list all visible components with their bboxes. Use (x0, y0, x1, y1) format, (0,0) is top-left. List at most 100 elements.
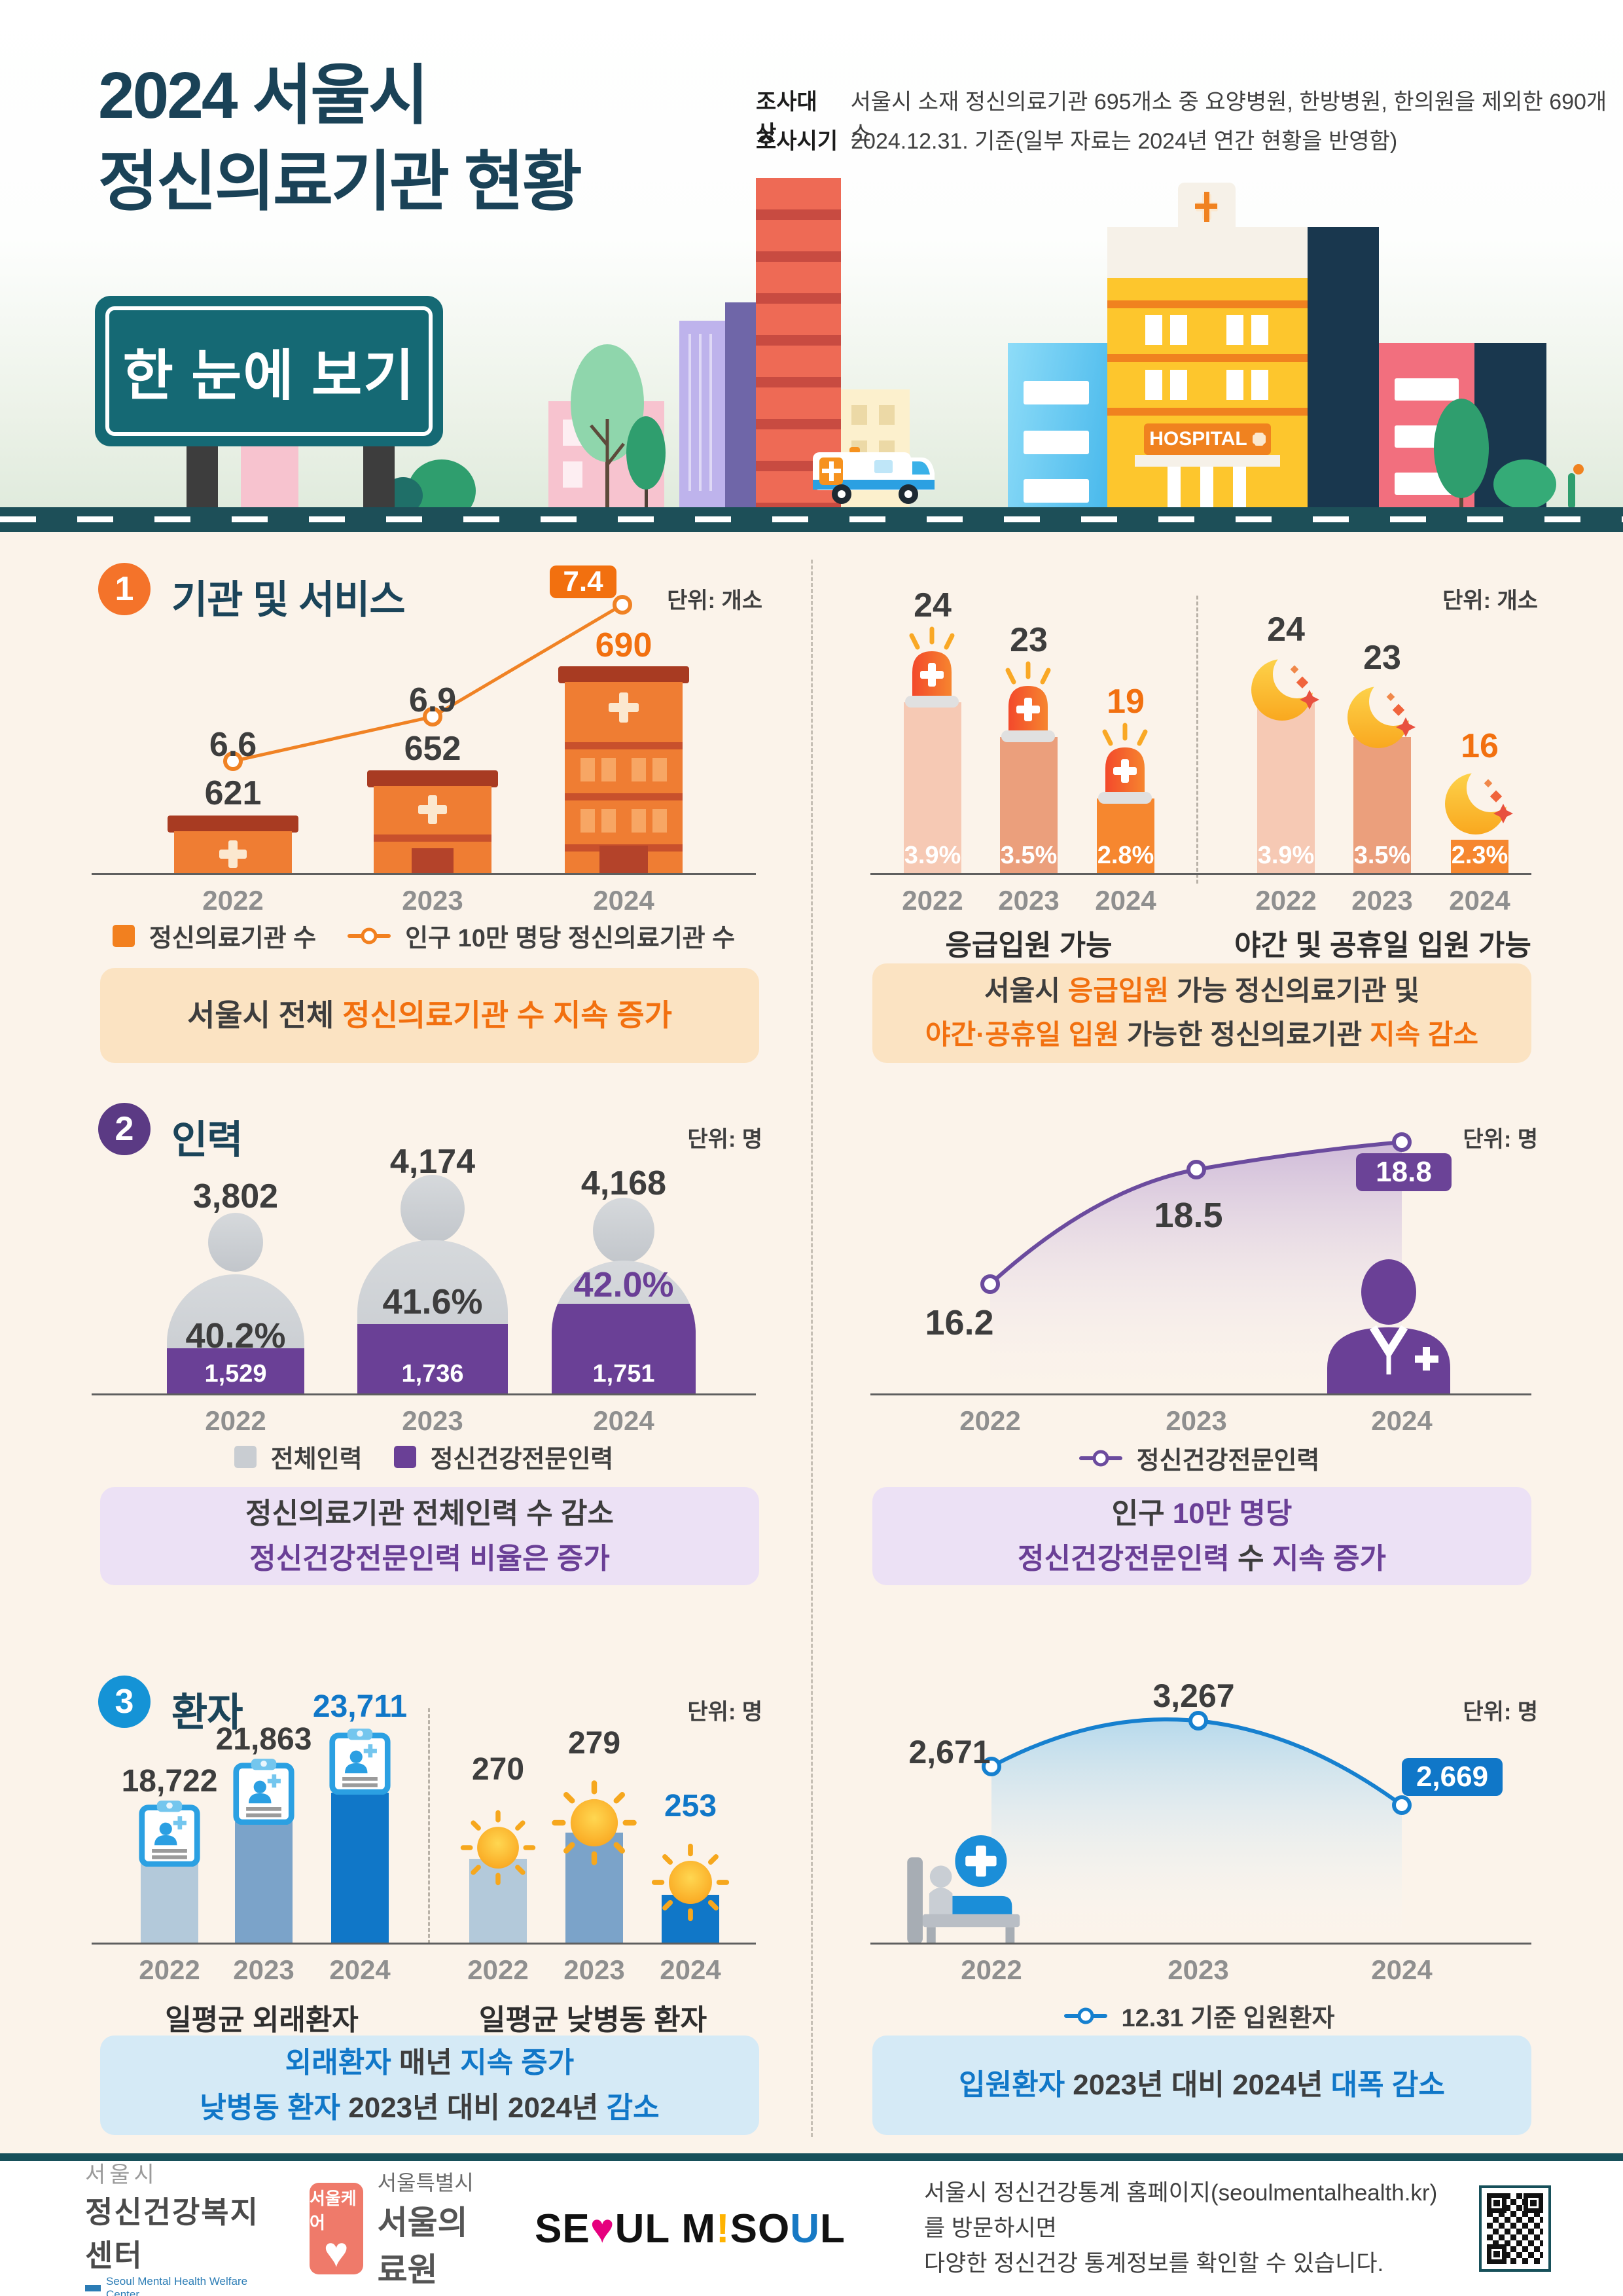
org2-line2: 서울의료원 (377, 2204, 468, 2288)
s1r-em-val-2023: 23 (1010, 621, 1048, 659)
footer-note-line1: 서울시 정신건강통계 홈페이지(seoulmentalhealth.kr)를 방… (923, 2179, 1438, 2241)
building-navy-tall (1306, 227, 1379, 508)
s1r-night-pct-2024: 2.3% (1451, 842, 1508, 869)
s1r-night-val-2022: 24 (1267, 611, 1305, 649)
section3-number: 3 (115, 1683, 134, 1721)
siren-icon (1001, 661, 1055, 742)
s2r-legend-marker (1079, 1456, 1122, 1460)
person-figure-2023 (357, 1240, 508, 1395)
s3r-year: 2022 (961, 1954, 1022, 1985)
s1-left-year-2023: 2023 (402, 885, 463, 916)
s1r-group2-label: 야간 및 공휴일 입원 가능 (1234, 929, 1531, 961)
siren-icon (905, 626, 959, 708)
s2-left-caption: 정신의료기관 전체인력 수 감소 정신건강전문인력 비율은 증가 (100, 1487, 759, 1585)
section3-left-unit: 단위: 명 (687, 1700, 762, 1725)
clipboard-icon (329, 1729, 391, 1795)
s1-legend-line-marker (348, 933, 391, 938)
s3-year: 2022 (467, 1954, 529, 1985)
s3-right-axis (870, 1943, 1531, 1945)
s1-right-axis (870, 873, 1531, 875)
s1-legend-line-label: 인구 10만 명당 정신의료기관 수 (405, 925, 736, 952)
seoul-care-text: 서울케어 (309, 2189, 357, 2233)
s3-year: 2023 (233, 1954, 294, 1985)
seoul-care-badge: 서울케어 ♥ (309, 2183, 363, 2274)
caption-line: 정신건강전문인력 비율은 증가 (249, 1543, 610, 1575)
org1-english: Seoul Mental Health Welfare Center (85, 2275, 270, 2296)
s1-legend: 정신의료기관 수 인구 10만 명당 정신의료기관 수 (85, 918, 762, 954)
s1r-night-bar-2022 (1257, 702, 1315, 874)
s2-right-caption: 인구 10만 명당 정신건강전문인력 수 지속 증가 (872, 1487, 1531, 1585)
s1-left-axis (92, 873, 756, 875)
caption-line: 서울시 전체 정신의료기관 수 지속 증가 (187, 997, 673, 1032)
brand-part: L (820, 2206, 846, 2251)
s3-day-bar-2023 (565, 1833, 623, 1944)
s3-year: 2024 (660, 1954, 721, 1985)
s3r-legend-label: 12.31 기준 입원환자 (1121, 2005, 1335, 2032)
page-title-line2: 정신의료기관 현황 (98, 145, 582, 219)
road (0, 507, 1623, 532)
s2-line-chart (980, 1132, 1412, 1395)
ambulance-icon (813, 447, 935, 504)
s1-right-caption: 서울시 응급입원 가능 정신의료기관 및 야간·공휴일 입원 가능한 정신의료기… (872, 963, 1531, 1063)
clipboard-icon (233, 1759, 294, 1825)
s3r-year: 2024 (1371, 1954, 1433, 1985)
s2-year: 2024 (593, 1405, 654, 1436)
qr-code (1478, 2185, 1551, 2272)
s3-group2-label: 일평균 낮병동 환자 (478, 2004, 707, 2036)
header: 2024 서울시 정신의료기관 현황 조사대상 서울시 소재 정신의료기관 69… (0, 0, 1623, 532)
caption-line: 야간·공휴일 입원 가능한 정신의료기관 지속 감소 (925, 1019, 1479, 1050)
caption-line: 낮병동 환자 2023년 대비 2024년 감소 (200, 2092, 660, 2124)
s1r-year: 2022 (1255, 885, 1317, 916)
moon-icon (1251, 659, 1319, 721)
s1-bar-label-2022: 621 (204, 774, 262, 812)
section1-left-unit: 단위: 개소 (667, 588, 762, 613)
caption-line: 정신건강전문인력 수 지속 증가 (1018, 1543, 1386, 1575)
s1r-year: 2022 (902, 885, 963, 916)
s1r-night-pct-2022: 3.9% (1257, 842, 1315, 869)
brand-u: U (790, 2206, 821, 2251)
section1-right-unit: 단위: 개소 (1442, 588, 1538, 613)
s1-bar-2024 (558, 666, 689, 874)
s1r-em-pct-2023: 3.5% (1000, 842, 1058, 869)
s2r-year: 2024 (1371, 1405, 1433, 1436)
s3r-val-2024: 2,669 (1402, 1758, 1503, 1796)
s2-right-axis (870, 1393, 1531, 1395)
hospital-cross-icon (1195, 192, 1217, 222)
patient-bed-icon (907, 1835, 1020, 1944)
s3-year: 2022 (139, 1954, 200, 1985)
signboard: 한 눈에 보기 (95, 296, 443, 446)
s2r-legend-label: 정신건강전문인력 (1136, 1447, 1320, 1475)
footer-note-line2: 다양한 정신건강 통계정보를 확인할 수 있습니다. (923, 2251, 1384, 2277)
s1-legend-bar-swatch (112, 924, 135, 947)
s2-legend-pro-swatch (393, 1445, 416, 1468)
s2-total-2023: 4,174 (389, 1143, 476, 1181)
signboard-text: 한 눈에 보기 (122, 344, 416, 406)
hospital-sign: HOSPITAL (1144, 423, 1271, 455)
caption-line: 입원환자 2023년 대비 2024년 대폭 감소 (959, 2069, 1445, 2102)
s3-group-divider (428, 1708, 430, 1944)
s3-day-val-2024: 253 (664, 1789, 717, 1823)
s2-legend-pro-label: 정신건강전문인력 (430, 1446, 614, 1473)
s3r-year: 2023 (1168, 1954, 1229, 1985)
s1-line-label-2024-text: 7.4 (563, 565, 603, 598)
s1r-night-val-2024: 16 (1461, 727, 1499, 765)
s1r-group-divider (1196, 596, 1198, 884)
person-figure-2024 (552, 1261, 696, 1395)
building-blue-glass (1008, 343, 1107, 508)
s1-line-label-2024: 7.4 (550, 565, 616, 598)
brand-part: SE (535, 2206, 590, 2251)
sun-icon (552, 1780, 637, 1865)
trees-right-icon (1434, 399, 1584, 509)
s2-ratio-2022: 40.2% (185, 1316, 286, 1355)
s1-bar-label-2023: 652 (404, 730, 461, 768)
survey-target-value: 서울시 소재 정신의료기관 695개소 중 요양병원, 한방병원, 한의원을 제… (850, 90, 1607, 147)
s2-ratio-2024: 42.0% (573, 1265, 674, 1304)
s2-year: 2022 (205, 1405, 266, 1436)
s3-out-val-2022: 18,722 (121, 1764, 218, 1799)
s1r-em-val-2022: 24 (914, 586, 952, 624)
s3-out-bar-2023 (235, 1821, 293, 1944)
s1-left-caption: 서울시 전체 정신의료기관 수 지속 증가 (100, 968, 759, 1063)
s3-out-val-2024: 23,711 (312, 1689, 408, 1724)
section3-title: 환자 (171, 1691, 243, 1734)
